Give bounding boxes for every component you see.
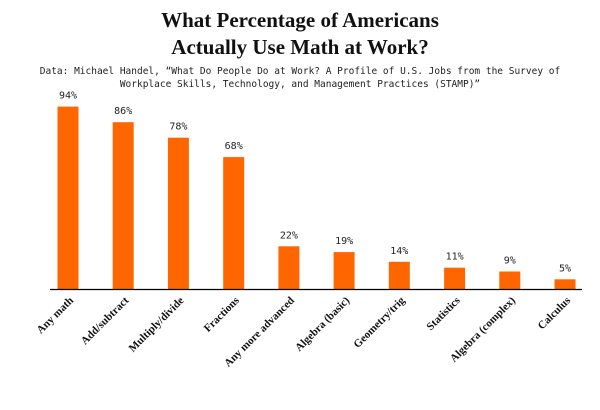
bar-1 [112, 122, 134, 289]
data-label-9: 5% [559, 263, 571, 274]
category-label-9: Calculus [536, 294, 574, 332]
data-label-5: 19% [335, 236, 353, 247]
data-label-6: 14% [390, 246, 408, 257]
data-label-8: 9% [504, 256, 516, 267]
chart-title-line-1: What Percentage of Americans [161, 8, 439, 32]
category-label-7: Statistics [424, 294, 463, 333]
data-label-0: 94% [59, 91, 77, 102]
category-label-1: Add/subtract [79, 294, 132, 347]
source-note-line-1: Data: Michael Handel, “What Do People Do… [39, 66, 561, 77]
bar-4 [278, 246, 300, 289]
bar-9 [554, 279, 576, 289]
category-label-5: Algebra (basic) [293, 294, 352, 353]
bar-3 [223, 157, 245, 289]
source-note-line-2: Workplace Skills, Technology, and Manage… [119, 79, 481, 90]
bar-7 [444, 267, 466, 289]
category-label-6: Geometry/trig [351, 294, 407, 350]
data-label-3: 68% [225, 141, 243, 152]
data-label-1: 86% [114, 106, 132, 117]
category-label-0: Any math [35, 295, 77, 337]
bar-8 [499, 271, 521, 289]
data-label-2: 78% [169, 122, 187, 133]
category-label-2: Multiply/divide [127, 295, 187, 355]
bar-6 [388, 261, 410, 289]
bar-5 [333, 252, 355, 289]
category-label-3: Fractions [202, 294, 243, 335]
bar-2 [167, 137, 189, 289]
bar-0 [57, 106, 79, 289]
chart-title-line-2: Actually Use Math at Work? [171, 35, 429, 59]
data-label-7: 11% [446, 252, 464, 263]
data-label-4: 22% [280, 230, 298, 241]
